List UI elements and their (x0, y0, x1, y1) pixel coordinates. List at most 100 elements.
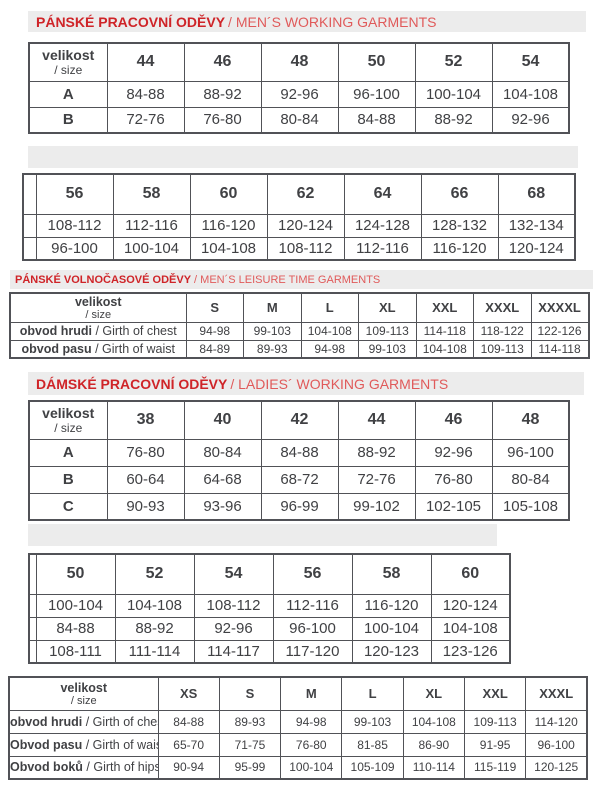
row-label-bold: obvod hrudi (19, 324, 92, 338)
row-label-rest: / Girth of waist (91, 341, 175, 356)
size-table: velikost / size XS S M L XL XXL XXXL obvod hrudi … (8, 676, 589, 780)
value-cell: 88-92 (414, 106, 493, 134)
value-cell: 92-96 (260, 80, 339, 108)
size-table: velikost / size 44 46 48 50 52 54 A 84-88 88-92 92-… (28, 42, 570, 134)
value-cell: 80-84 (260, 106, 339, 134)
value-cell: 76-80 (414, 465, 493, 494)
size-column-header: 56 (35, 173, 114, 215)
value-cell: 120-124 (266, 213, 345, 238)
row-label-cell: A (28, 438, 108, 467)
row-label-bold: C (62, 497, 74, 515)
men-sizes-56-68-table: 56 58 60 62 64 66 68 108-112 112-116 116-120 120-1… (22, 173, 600, 265)
size-column-header: 66 (420, 173, 499, 215)
clipped-label-cell (28, 639, 37, 664)
value-cell: 89-93 (218, 709, 282, 734)
value-cell: 104-108 (300, 321, 359, 341)
size-table: velikost / size 38 40 42 44 46 48 A 76-80 80-84 84-… (28, 400, 570, 521)
row-label-cell: obvod hrudi / Girth of chest (9, 321, 187, 341)
size-label-top: velikost (42, 47, 95, 64)
value-cell: 100-104 (280, 755, 343, 780)
size-column-header: XXXL (473, 292, 532, 323)
clipped-label-cell (22, 213, 37, 238)
size-label-cell: velikost / size (28, 42, 108, 82)
section-title: PÁNSKÉ VOLNOČASOVÉ ODĚVY (15, 273, 192, 286)
value-cell: 100-104 (351, 616, 432, 641)
value-cell: 104-108 (189, 236, 268, 261)
clipped-label-cell (22, 173, 37, 215)
row-label-bold: Obvod pasu (10, 737, 83, 752)
row-label-cell: B (28, 465, 108, 494)
value-cell: 132-134 (497, 213, 576, 238)
row-label-bold: B (62, 471, 74, 488)
value-cell: 99-102 (337, 492, 416, 521)
row-label-rest: / Girth of waist (82, 737, 158, 752)
value-cell: 81-85 (341, 732, 404, 757)
row-label-bold: obvod hrudi (10, 714, 83, 729)
value-cell: 110-114 (402, 755, 465, 780)
size-column-header: 54 (193, 553, 274, 595)
size-column-header: L (300, 292, 359, 323)
section-subtitle: / MEN´S WORKING GARMENTS (228, 13, 437, 30)
row-label-rest: / Girth of hips (82, 760, 158, 775)
clipped-label-cell (28, 593, 37, 618)
size-column-header: 64 (343, 173, 422, 215)
value-cell: 92-96 (491, 106, 570, 134)
value-cell: 96-100 (35, 236, 114, 261)
value-cell: 96-99 (260, 492, 339, 521)
size-column-header: XL (358, 292, 417, 323)
value-cell: 123-126 (430, 639, 511, 664)
value-cell: 116-120 (420, 236, 499, 261)
size-column-header: 58 (351, 553, 432, 595)
size-column-header: 58 (112, 173, 191, 215)
value-cell: 96-100 (491, 438, 570, 467)
section-subtitle: / LADIES´ WORKING GARMENTS (230, 375, 449, 392)
value-cell: 120-123 (351, 639, 432, 664)
size-column-header: L (341, 676, 404, 711)
value-cell: 91-95 (463, 732, 527, 757)
value-cell: 120-124 (430, 593, 511, 618)
value-cell: 109-113 (463, 709, 527, 734)
value-cell: 90-94 (157, 755, 220, 780)
value-cell: 104-108 (491, 80, 570, 108)
size-column-header: 48 (491, 400, 570, 440)
value-cell: 114-118 (530, 339, 589, 359)
value-cell: 120-124 (497, 236, 576, 261)
value-cell: 114-117 (193, 639, 274, 664)
clipped-label-cell (28, 553, 37, 595)
row-label-rest: / Girth of chest (85, 714, 158, 729)
value-cell: 116-120 (189, 213, 268, 238)
value-cell: 93-96 (183, 492, 262, 521)
ladies-working-title-bar: DÁMSKÉ PRACOVNÍ ODĚVY / LADIES´ WORKING … (28, 372, 584, 395)
value-cell: 99-103 (341, 709, 404, 734)
size-column-header: 44 (337, 400, 416, 440)
size-column-header: XL (402, 676, 465, 711)
value-cell: 88-92 (114, 616, 195, 641)
size-label-bottom: / size (70, 694, 97, 707)
value-cell: 94-98 (300, 339, 359, 359)
value-cell: 108-112 (193, 593, 274, 618)
value-cell: 100-104 (35, 593, 116, 618)
row-label-cell: B (28, 106, 108, 134)
size-column-header: XXL (415, 292, 474, 323)
size-label-cell: velikost / size (8, 676, 159, 711)
row-label-rest: / Girth of chest (91, 324, 177, 338)
value-cell: 68-72 (260, 465, 339, 494)
size-column-header: 46 (414, 400, 493, 440)
section-subtitle: / MEN´S LEISURE TIME GARMENTS (194, 273, 381, 286)
value-cell: 116-120 (351, 593, 432, 618)
row-label-cell: A (28, 80, 108, 108)
value-cell: 84-88 (337, 106, 416, 134)
row-label-cell: obvod hrudi / Girth of chest (8, 709, 159, 734)
value-cell: 95-99 (218, 755, 282, 780)
size-column-header: S (218, 676, 282, 711)
men-sizes-44-54-table: velikost / size 44 46 48 50 52 54 A 84-88 88-92 92-… (28, 42, 600, 138)
size-table: 56 58 60 62 64 66 68 108-112 112-116 116-120 120-1… (22, 173, 576, 261)
value-cell: 90-93 (106, 492, 185, 521)
value-cell: 84-88 (157, 709, 220, 734)
value-cell: 99-103 (243, 321, 302, 341)
value-cell: 99-103 (358, 339, 417, 359)
section-title: DÁMSKÉ PRACOVNÍ ODĚVY (36, 375, 228, 392)
value-cell: 108-111 (35, 639, 116, 664)
value-cell: 65-70 (157, 732, 220, 757)
